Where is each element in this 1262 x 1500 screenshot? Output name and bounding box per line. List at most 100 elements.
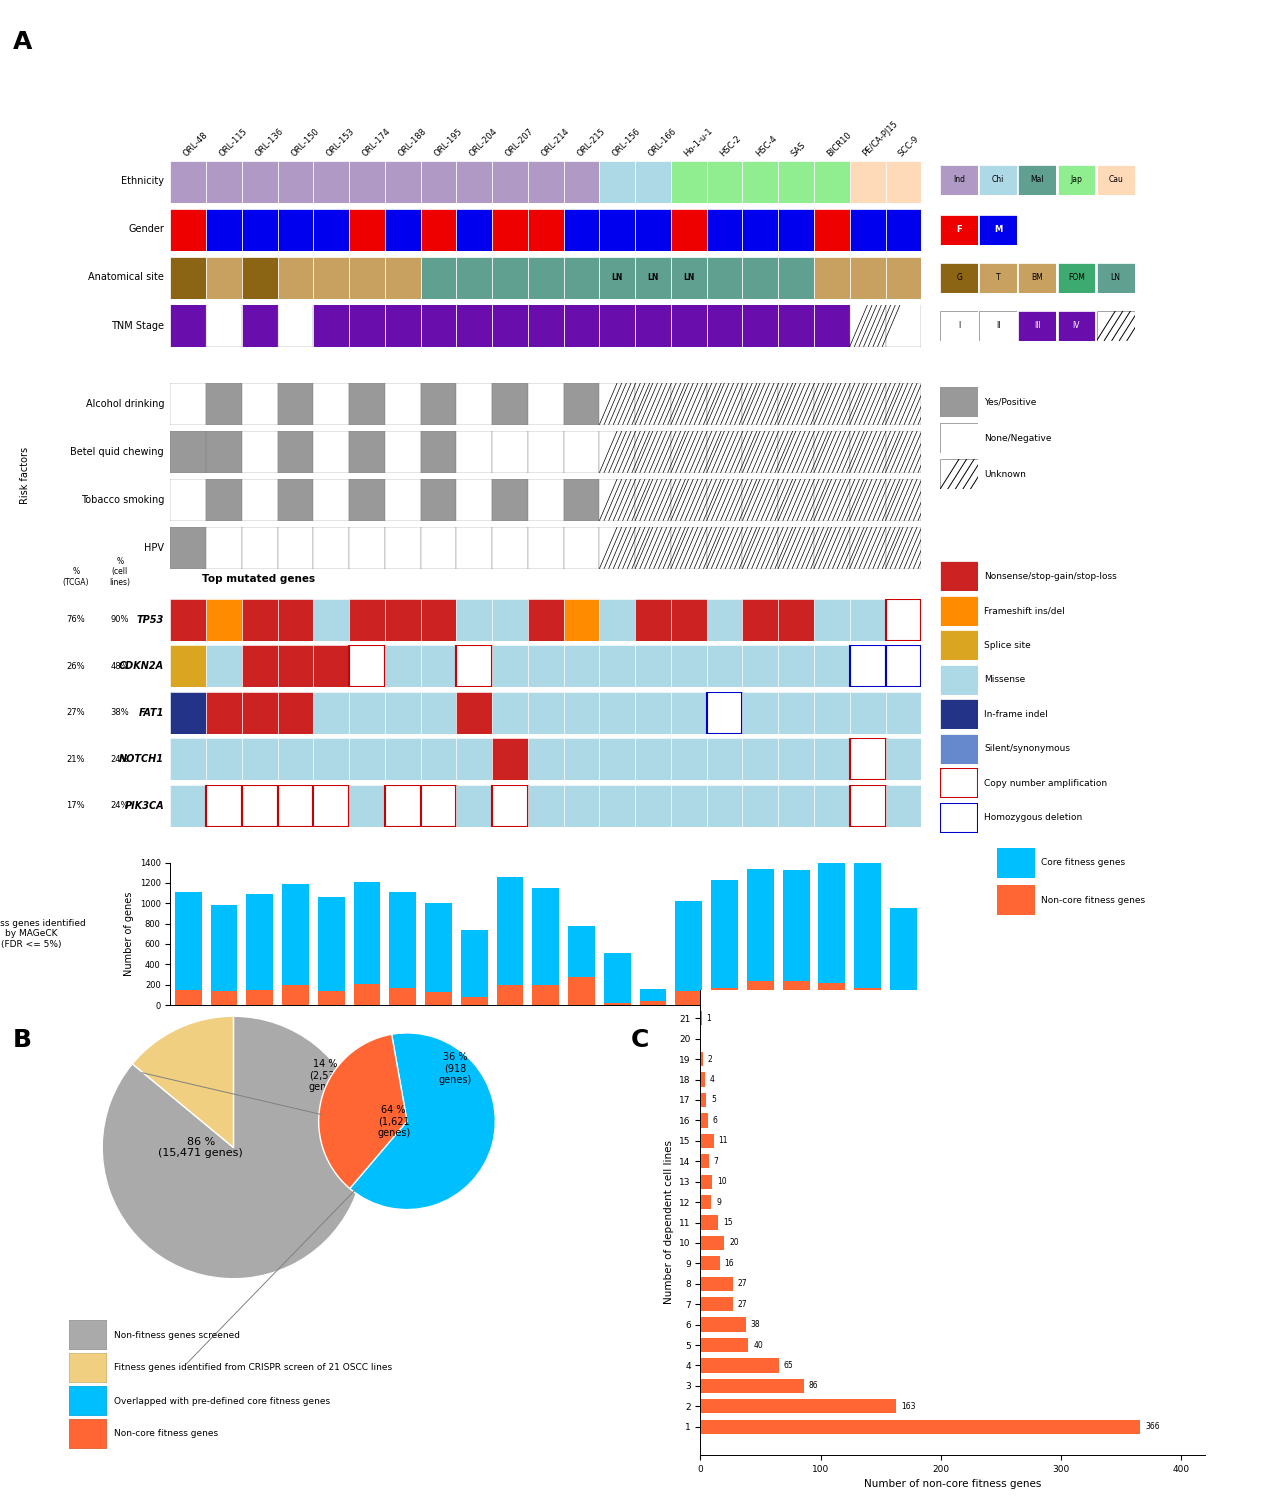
Bar: [170, 692, 206, 734]
Bar: [278, 256, 313, 298]
Bar: [457, 784, 492, 826]
Bar: [742, 382, 779, 424]
Bar: [385, 430, 420, 472]
Wedge shape: [102, 1017, 365, 1278]
Bar: [564, 478, 599, 520]
Text: 86: 86: [809, 1382, 818, 1390]
Bar: [457, 430, 492, 472]
Text: 26%: 26%: [67, 662, 85, 670]
Text: TNM Stage: TNM Stage: [111, 321, 164, 330]
Bar: [353, 882, 380, 984]
Bar: [849, 304, 886, 346]
Bar: [242, 784, 278, 826]
Text: 2: 2: [708, 1054, 712, 1064]
Bar: [700, 1359, 779, 1372]
Text: 16: 16: [724, 1258, 734, 1268]
Bar: [206, 738, 242, 780]
Text: ORL-166: ORL-166: [646, 126, 679, 158]
Bar: [564, 784, 599, 826]
Bar: [599, 598, 635, 640]
Bar: [671, 382, 707, 424]
Bar: [635, 256, 671, 298]
Bar: [564, 382, 599, 424]
Bar: [350, 256, 385, 298]
Text: In-frame indel: In-frame indel: [984, 710, 1049, 718]
Text: ORL-195: ORL-195: [432, 126, 464, 158]
Bar: [528, 784, 564, 826]
Bar: [814, 256, 849, 298]
Bar: [425, 992, 452, 1005]
Bar: [814, 692, 849, 734]
Bar: [814, 645, 849, 687]
Text: ORL-214: ORL-214: [539, 126, 572, 158]
Text: Non-core fitness genes: Non-core fitness genes: [114, 1430, 218, 1438]
Text: Fitness genes identified from CRISPR screen of 21 OSCC lines: Fitness genes identified from CRISPR scr…: [114, 1364, 391, 1372]
Bar: [742, 430, 779, 472]
Bar: [420, 430, 457, 472]
Bar: [206, 209, 242, 251]
Bar: [779, 478, 814, 520]
Bar: [170, 256, 206, 298]
Bar: [814, 738, 849, 780]
Bar: [283, 984, 309, 1005]
Text: Missense: Missense: [984, 675, 1026, 684]
Text: 24%: 24%: [111, 754, 129, 764]
Bar: [849, 430, 886, 472]
Bar: [675, 992, 702, 1005]
Text: 7: 7: [713, 1156, 718, 1166]
Wedge shape: [133, 1017, 233, 1148]
Bar: [568, 926, 594, 976]
Bar: [779, 692, 814, 734]
Bar: [712, 880, 738, 989]
Bar: [313, 304, 350, 346]
Bar: [700, 1196, 712, 1209]
Bar: [206, 430, 242, 472]
Bar: [420, 304, 457, 346]
Bar: [671, 784, 707, 826]
Text: G: G: [957, 273, 962, 282]
Bar: [492, 209, 528, 251]
Bar: [170, 160, 206, 202]
Bar: [564, 160, 599, 202]
Bar: [671, 256, 707, 298]
Bar: [886, 209, 921, 251]
Bar: [640, 1000, 666, 1005]
Text: Frameshift ins/del: Frameshift ins/del: [984, 606, 1065, 615]
Text: Yes/Positive: Yes/Positive: [984, 398, 1037, 406]
Bar: [385, 738, 420, 780]
Text: 36 %
(918
genes): 36 % (918 genes): [439, 1052, 472, 1084]
Text: I: I: [958, 321, 960, 330]
Bar: [886, 784, 921, 826]
Text: Non-core fitness genes: Non-core fitness genes: [1041, 896, 1146, 904]
Bar: [492, 738, 528, 780]
Text: 4: 4: [711, 1076, 714, 1084]
Text: BM: BM: [1031, 273, 1044, 282]
Bar: [457, 382, 492, 424]
Bar: [747, 868, 774, 981]
Bar: [206, 256, 242, 298]
Bar: [420, 598, 457, 640]
Text: LN: LN: [1111, 273, 1121, 282]
Text: 1: 1: [707, 1014, 712, 1023]
Bar: [742, 598, 779, 640]
Text: Jap: Jap: [1070, 176, 1083, 184]
Text: 20: 20: [729, 1239, 738, 1248]
Text: Gender: Gender: [129, 225, 164, 234]
Bar: [528, 598, 564, 640]
Bar: [814, 304, 849, 346]
Bar: [849, 598, 886, 640]
Bar: [420, 209, 457, 251]
Bar: [599, 738, 635, 780]
Bar: [528, 430, 564, 472]
Bar: [170, 598, 206, 640]
Bar: [564, 256, 599, 298]
Text: Tobacco smoking: Tobacco smoking: [81, 495, 164, 504]
Bar: [700, 1276, 733, 1292]
Bar: [779, 645, 814, 687]
Bar: [492, 645, 528, 687]
Bar: [564, 645, 599, 687]
Bar: [849, 738, 886, 780]
Bar: [313, 382, 350, 424]
Bar: [635, 382, 671, 424]
Bar: [700, 1134, 713, 1148]
